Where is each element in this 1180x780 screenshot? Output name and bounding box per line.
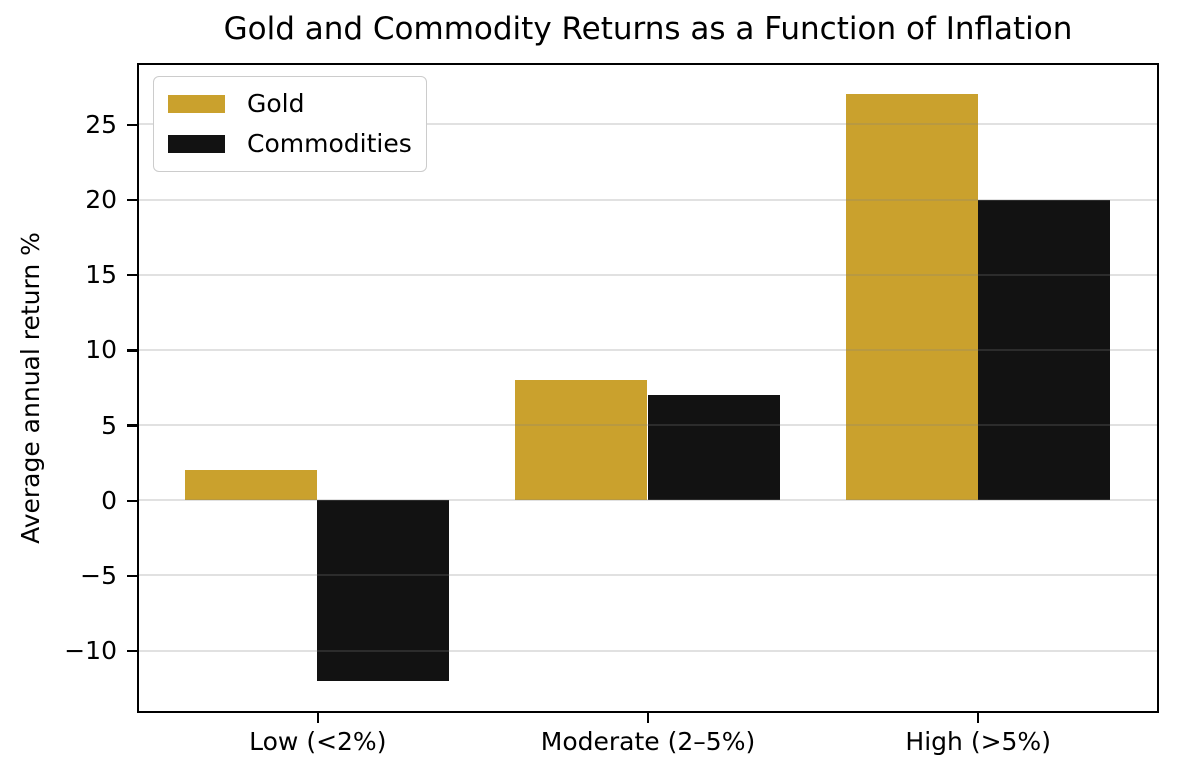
y-tick-label-25: 25	[85, 109, 117, 139]
y-tick-mark--5	[127, 574, 137, 578]
y-tick-mark-0	[127, 499, 137, 502]
y-tick-label--10: −10	[64, 636, 117, 666]
bars-layer	[139, 65, 1157, 711]
bar-gold-1	[515, 379, 648, 501]
y-tick-label-0: 0	[101, 485, 117, 515]
y-tick-mark-25	[127, 123, 137, 127]
y-tick-mark-15	[127, 273, 137, 277]
bar-gold-2	[845, 94, 978, 501]
y-tick-label--5: −5	[80, 560, 117, 590]
x-tick-label-2: High (>5%)	[905, 727, 1051, 756]
y-tick-label-15: 15	[85, 260, 117, 290]
x-tick-mark-0	[316, 713, 320, 723]
bar-commodities-1	[647, 395, 780, 501]
legend-label-commodities: Commodities	[247, 129, 412, 159]
chart-title: Gold and Commodity Returns as a Function…	[223, 11, 1073, 47]
legend-swatch-commodities	[168, 134, 225, 153]
y-tick-label-10: 10	[85, 335, 117, 365]
bar-commodities-2	[977, 199, 1110, 501]
y-tick-mark-20	[127, 198, 137, 202]
bar-gold-0	[185, 470, 318, 501]
x-tick-label-0: Low (<2%)	[249, 727, 387, 756]
legend-row-gold: Gold	[168, 88, 412, 119]
y-tick-mark--10	[127, 649, 137, 653]
y-axis-label: Average annual return %	[16, 232, 45, 544]
x-tick-label-1: Moderate (2–5%)	[540, 727, 756, 756]
legend-row-commodities: Commodities	[168, 128, 412, 159]
legend-label-gold: Gold	[247, 89, 305, 118]
legend: Gold Commodities	[153, 76, 427, 172]
x-tick-mark-1	[646, 713, 650, 723]
bar-commodities-0	[317, 500, 450, 681]
legend-swatch-gold	[168, 94, 225, 113]
y-tick-label-5: 5	[101, 410, 117, 440]
x-tick-mark-2	[976, 713, 980, 723]
y-tick-label-20: 20	[85, 185, 117, 215]
y-tick-mark-5	[127, 424, 137, 427]
y-tick-mark-10	[127, 349, 137, 352]
